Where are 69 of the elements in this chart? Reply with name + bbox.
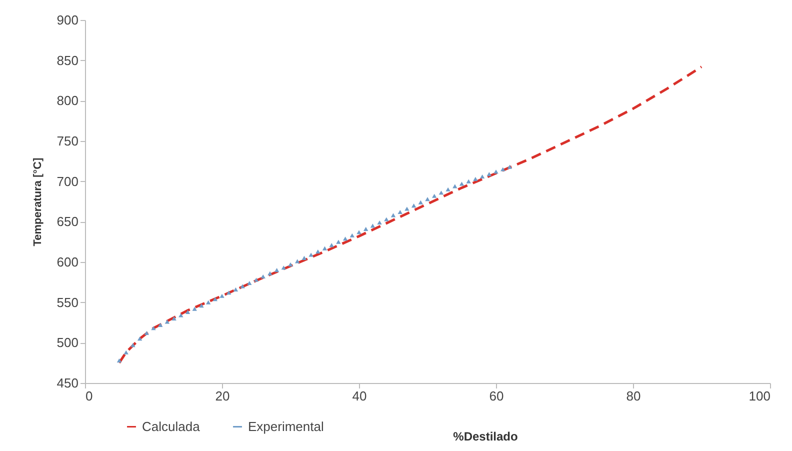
point — [446, 187, 450, 192]
legend-label: Experimental — [248, 418, 324, 434]
point — [322, 246, 328, 250]
point — [172, 316, 176, 320]
point — [342, 236, 348, 241]
point — [288, 262, 293, 266]
legend-label: Calculada — [142, 418, 201, 434]
y-tick-label: 650 — [56, 214, 78, 230]
point — [185, 310, 190, 314]
point — [364, 226, 368, 231]
y-tick-label: 500 — [56, 335, 78, 350]
point — [377, 220, 382, 225]
point — [206, 300, 211, 304]
point — [137, 336, 142, 341]
point — [411, 204, 416, 208]
point — [486, 172, 492, 176]
y-tick-label: 450 — [56, 376, 78, 390]
point — [459, 182, 464, 186]
x-tick-label: 100 — [748, 388, 770, 404]
point — [124, 350, 128, 354]
point — [274, 268, 280, 272]
y-tick-label: 700 — [56, 174, 78, 189]
y-tick-label: 800 — [56, 93, 78, 108]
point — [480, 174, 485, 179]
y-tick-label: 900 — [56, 12, 78, 28]
y-tick-label: 750 — [56, 134, 78, 148]
point — [212, 297, 218, 302]
point — [302, 256, 307, 260]
line-series — [118, 66, 703, 364]
y-tick-label: 600 — [56, 254, 78, 270]
point — [398, 210, 402, 214]
x-tick-label: 0 — [86, 388, 93, 404]
point — [116, 358, 122, 362]
point — [247, 280, 252, 286]
point — [254, 278, 259, 282]
point — [425, 197, 430, 202]
y-tick-label: 550 — [56, 294, 78, 310]
point — [438, 190, 444, 195]
y-axis-title: Temperatura [°C] — [32, 157, 44, 246]
point — [226, 290, 232, 295]
point — [500, 167, 506, 172]
y-tick-label: 850 — [56, 52, 78, 68]
point — [336, 240, 341, 244]
point — [432, 194, 437, 198]
point — [158, 322, 163, 327]
x-tick-label: 40 — [352, 388, 367, 404]
point — [268, 271, 272, 276]
point — [233, 287, 238, 292]
point — [144, 330, 149, 336]
point — [199, 304, 204, 308]
point — [260, 274, 266, 279]
point — [418, 200, 423, 204]
point — [384, 217, 389, 222]
point — [350, 233, 354, 238]
point — [466, 179, 471, 184]
x-tick-label: 60 — [489, 388, 504, 404]
point — [507, 164, 512, 169]
point — [130, 343, 136, 348]
point — [178, 313, 184, 318]
x-axis-title: %Destilado — [453, 430, 518, 444]
point — [404, 206, 410, 211]
point — [473, 176, 478, 181]
point — [316, 249, 320, 254]
point — [308, 252, 314, 257]
point — [329, 243, 334, 248]
x-tick-label: 20 — [215, 388, 230, 404]
point — [192, 306, 197, 311]
x-tick-label: 80 — [626, 388, 641, 404]
point — [220, 294, 224, 298]
